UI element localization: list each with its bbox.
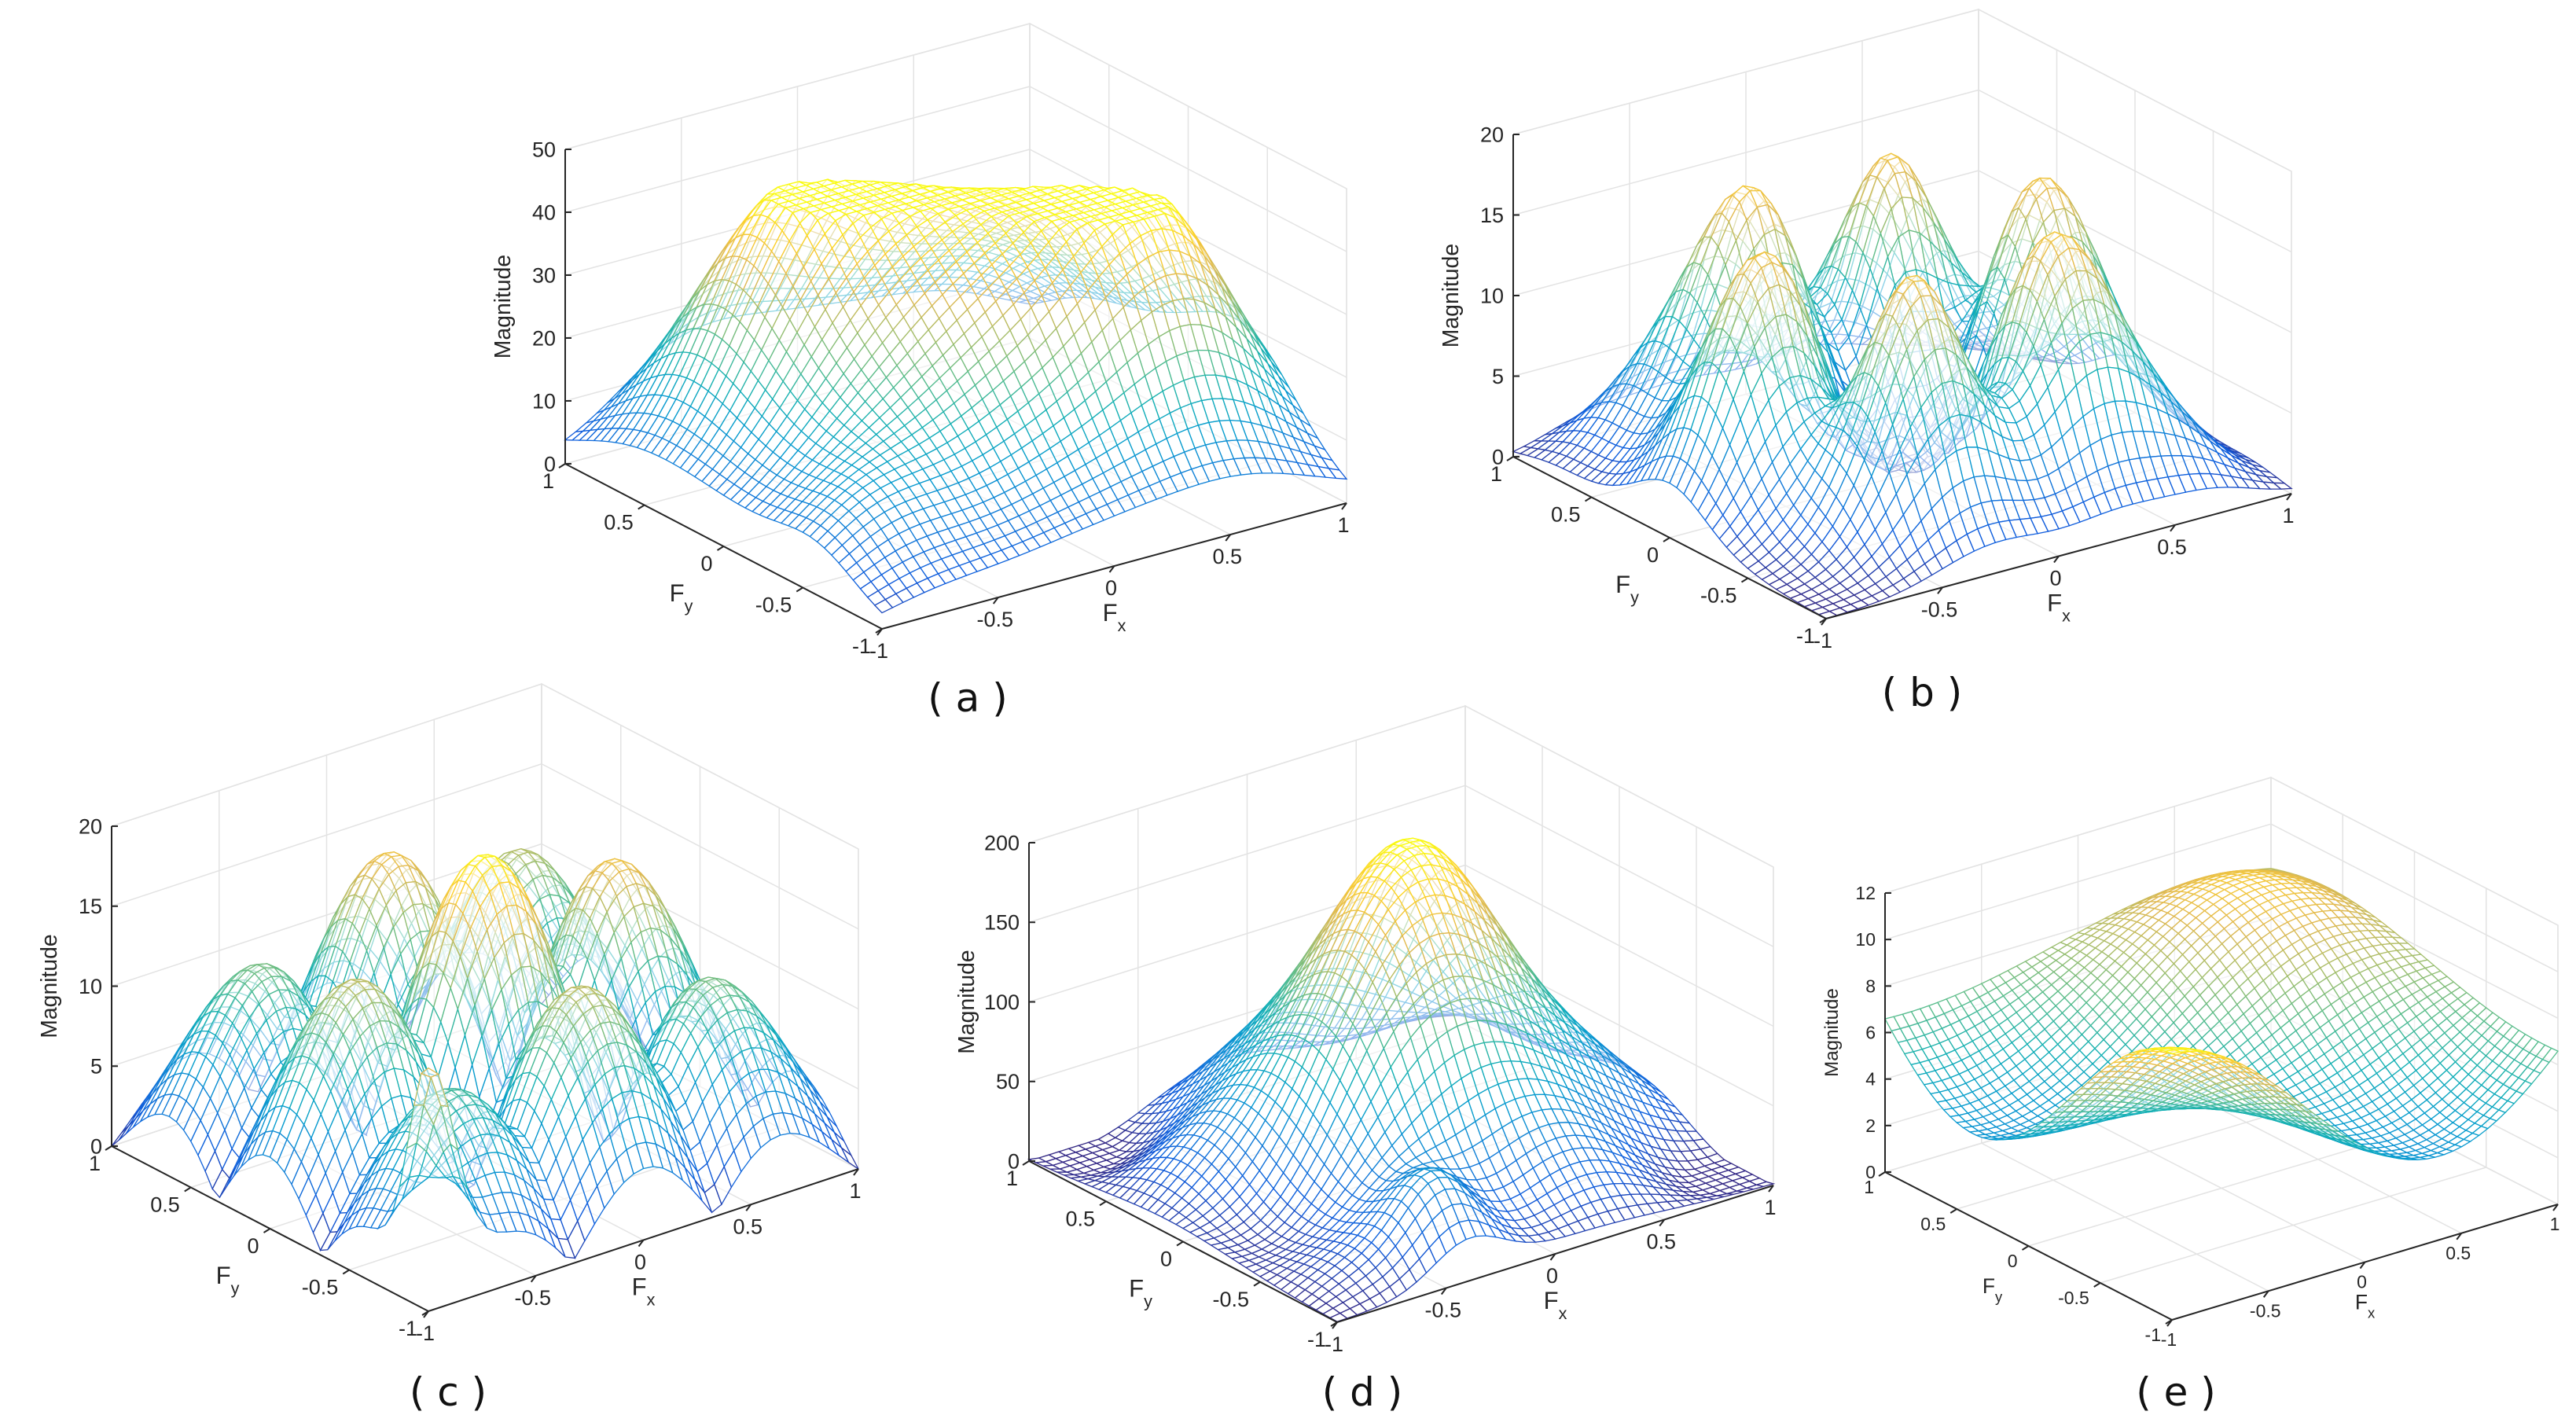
gridline-z [564,23,1031,150]
y-tick-label: 0 [1647,543,1659,567]
z-tick-label: 30 [532,263,556,287]
panel-b: -1-0.500.51-1-0.500.5105101520FxFyMagnit… [1439,8,2295,652]
z-tick-label: 10 [532,389,556,413]
surface-mesh [564,178,1348,614]
y-tick-label: -0.5 [1700,584,1737,608]
z-tick-label: 0 [1492,445,1504,469]
y-axis-label: Fy [1615,571,1639,607]
y-tick [1584,496,1593,502]
z-tick-label: 20 [1480,123,1504,146]
z-tick-label: 50 [532,138,556,161]
x-tick-label: 1 [1337,513,1349,537]
x-tick-label: 0 [2049,567,2061,590]
z-axis-label: Magnitude [491,255,516,358]
x-axis-label: Fx [2047,590,2071,626]
y-tick-label: -0.5 [755,594,792,617]
y-tick-label: 0.5 [1551,503,1581,527]
y-tick [796,586,803,593]
x-tick-label: -0.5 [1921,597,1958,621]
z-tick-label: 5 [1492,365,1504,388]
z-tick-label: 15 [1480,204,1504,227]
y-tick-label: -1 [852,634,871,658]
y-axis-label: Fy [670,579,693,616]
gridline-z-wall [1029,86,1347,252]
x-tick-label: -0.5 [976,608,1013,631]
y-tick-label: 0 [700,552,712,575]
x-tick-label: 0 [1105,576,1117,600]
y-tick-label: 0.5 [604,511,634,535]
z-tick-label: 40 [532,200,556,224]
y-tick [1506,456,1514,461]
gridline-z-wall [1029,23,1347,189]
y-tick [716,546,725,551]
x-tick-label: 1 [2282,504,2294,527]
y-tick [1663,537,1670,542]
z-axis-label: Magnitude [1439,244,1464,347]
x-axis-label: Fx [1103,599,1126,635]
x-tick-label: -1 [1813,629,1832,652]
gridline-z [564,86,1031,213]
x-tick-label: -1 [869,639,888,663]
y-tick [1740,577,1749,583]
y-tick [558,463,566,469]
y-tick-label: -1 [1796,624,1815,648]
x-tick-label: 0.5 [1212,545,1242,568]
x-tick-label: 0.5 [2157,535,2187,559]
y-tick [638,504,645,510]
panel-c: -1-0.500.51-1-0.500.5105101520FxFyMagnit… [37,682,862,1345]
z-tick-label: 10 [1480,284,1504,307]
z-tick-label: 20 [532,326,556,350]
z-tick-label: 0 [544,452,556,476]
panel-a: -1-0.500.51-1-0.500.5101020304050FxFyMag… [491,22,1350,663]
